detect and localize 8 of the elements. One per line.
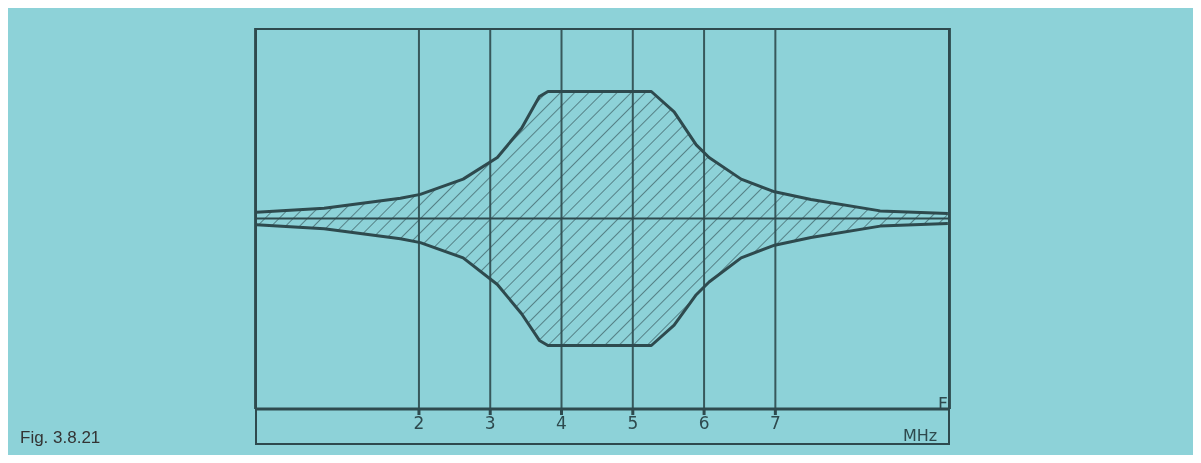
x-tick-label: 3 <box>484 413 496 434</box>
x-tick-label: 4 <box>556 413 567 434</box>
x-tick-label: 2 <box>413 413 425 434</box>
text: MHz <box>903 426 938 445</box>
x-tick-label: 6 <box>698 413 710 434</box>
caption: Fig. 3.8.21 <box>20 428 101 448</box>
x-tick-label: 7 <box>769 413 781 434</box>
x-tick-label: 5 <box>627 413 639 434</box>
